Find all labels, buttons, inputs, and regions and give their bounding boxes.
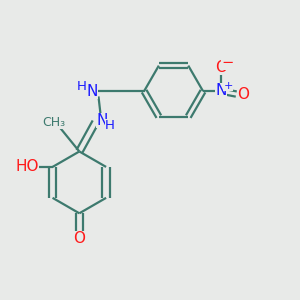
Text: H: H xyxy=(77,80,87,93)
Text: N: N xyxy=(215,83,226,98)
Text: H: H xyxy=(105,119,115,132)
Text: N: N xyxy=(87,84,98,99)
Text: −: − xyxy=(221,55,234,70)
Text: HO: HO xyxy=(16,159,39,174)
Text: O: O xyxy=(215,60,227,75)
Text: O: O xyxy=(73,231,85,246)
Text: +: + xyxy=(223,81,233,92)
Text: N: N xyxy=(96,113,108,128)
Text: O: O xyxy=(237,87,249,102)
Text: CH₃: CH₃ xyxy=(42,116,65,129)
